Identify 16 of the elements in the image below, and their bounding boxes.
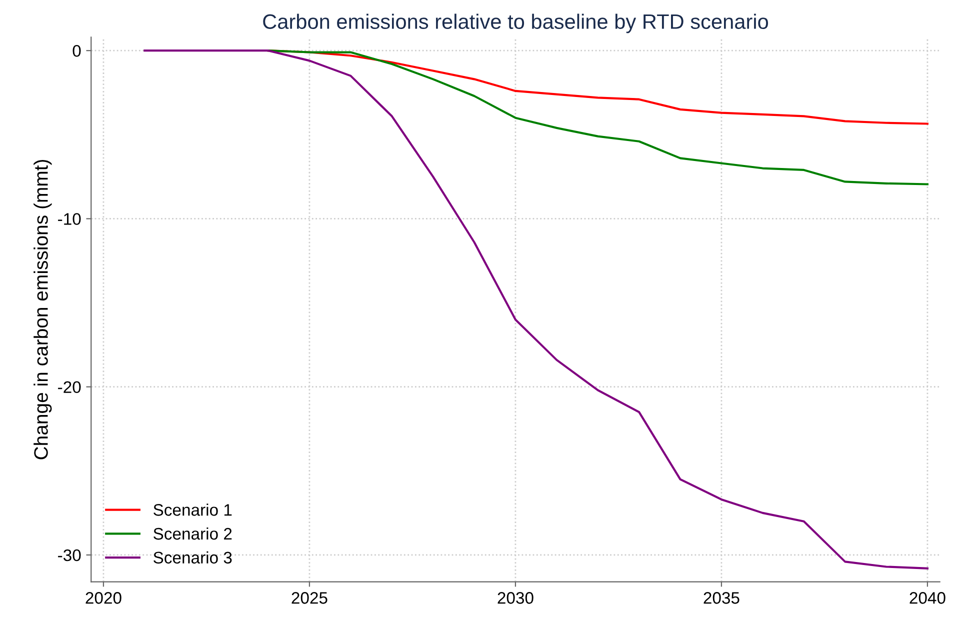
x-tick-label: 2030 — [498, 592, 534, 604]
y-tick-label: -30 — [58, 549, 81, 562]
legend-label: Scenario 1 — [154, 504, 232, 516]
y-tick-label: 0 — [72, 44, 81, 57]
line-series — [144, 50, 929, 570]
x-tick-label: 2035 — [704, 592, 740, 604]
y-tick-label: -20 — [58, 381, 81, 394]
chart-title: Carbon emissions relative to baseline by RTD scenario — [263, 14, 768, 34]
x-tick-label: 2025 — [292, 592, 328, 604]
x-tick-label: 2040 — [910, 592, 946, 604]
line-series — [267, 50, 929, 186]
y-axis-title: Change in carbon emissions (mmt) — [34, 160, 52, 460]
y-tick-label: -10 — [58, 213, 81, 225]
x-tick-label: 2020 — [86, 592, 122, 604]
legend-label: Scenario 2 — [154, 527, 232, 540]
legend-label: Scenario 3 — [154, 551, 232, 564]
